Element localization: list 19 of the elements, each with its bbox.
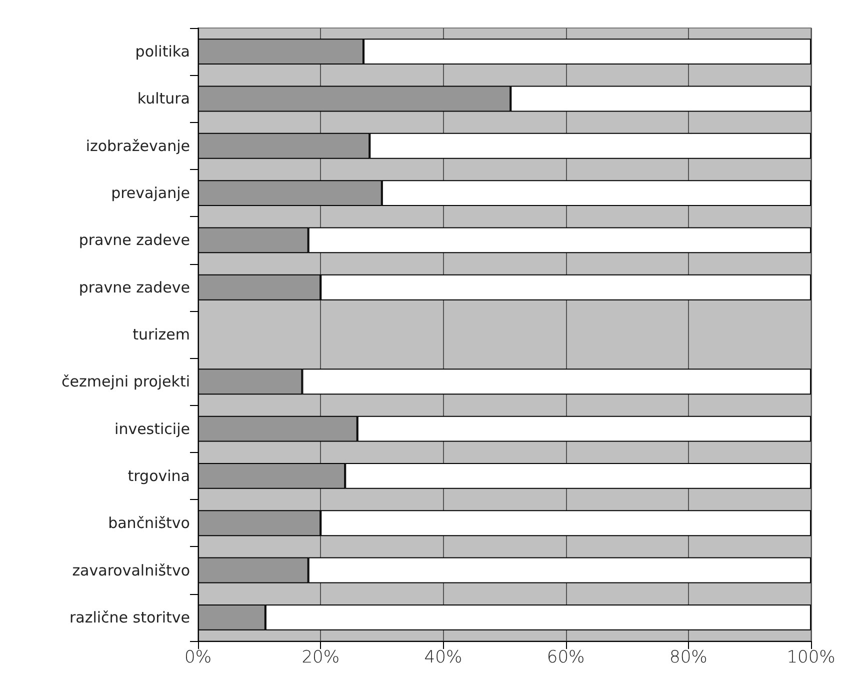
y-tick-label: čezmejni projekti — [62, 372, 190, 391]
y-tick-label: investicije — [114, 420, 190, 438]
y-tick-label: izobraževanje — [86, 136, 190, 155]
x-tick-label: 0% — [184, 648, 212, 668]
x-tick-label: 100% — [786, 648, 836, 668]
x-tick-label: 40% — [424, 648, 462, 668]
y-tick-label: pravne zadeve — [78, 231, 190, 250]
x-tick-label: 20% — [302, 648, 340, 668]
y-tick-label: različne storitve — [69, 608, 190, 626]
y-tick-label: politika — [135, 42, 190, 61]
y-tick-label: prevajanje — [111, 184, 190, 202]
y-tick-label: zavarovalništvo — [72, 561, 190, 580]
x-tick-label: 60% — [546, 648, 585, 668]
y-tick-label: turizem — [132, 326, 190, 344]
y-tick-label: kultura — [137, 90, 190, 108]
y-tick-label: bančništvo — [108, 514, 190, 532]
y-tick-label: pravne zadeve — [78, 278, 190, 296]
y-tick-label: trgovina — [128, 466, 190, 485]
x-tick-label: 80% — [670, 648, 708, 668]
